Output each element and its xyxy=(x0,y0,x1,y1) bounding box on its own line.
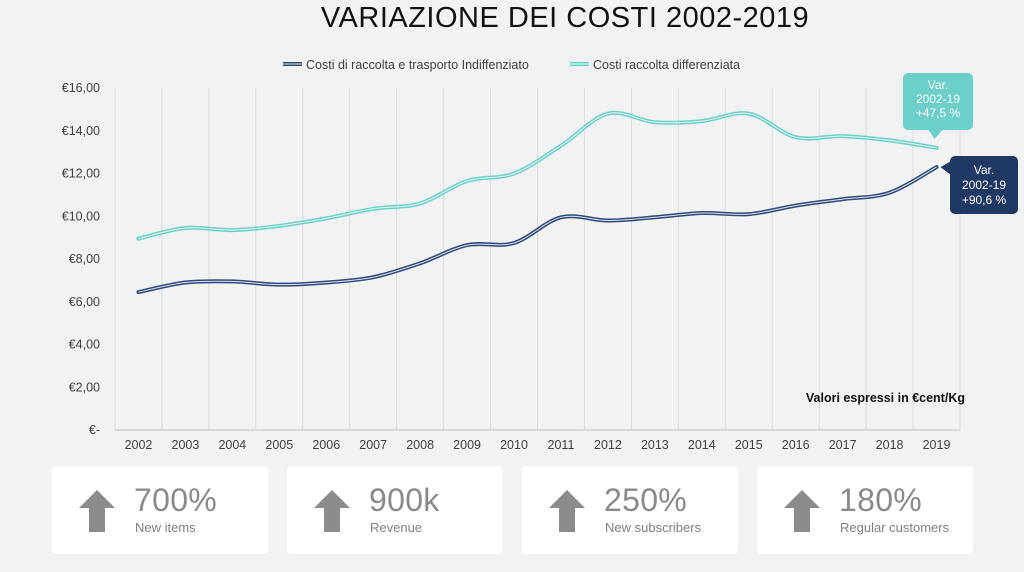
x-tick-label: 2016 xyxy=(782,438,810,452)
legend-label: Costi raccolta differenziata xyxy=(593,58,740,72)
arrow-up-icon xyxy=(784,490,820,532)
series-differenziata xyxy=(136,110,939,241)
units-note: Valori espressi in €cent/Kg xyxy=(806,391,965,405)
callout-text-line: 2002-19 xyxy=(962,178,1006,192)
x-tick-label: 2006 xyxy=(312,438,340,452)
stat-value: 900k xyxy=(369,482,440,518)
legend-item: Costi raccolta differenziata xyxy=(570,58,740,72)
callout-text-line: Var. xyxy=(974,163,994,177)
x-tick-label: 2008 xyxy=(406,438,434,452)
stat-value: 700% xyxy=(134,482,218,518)
callout-text-line: Var. xyxy=(928,78,948,92)
x-tick-label: 2007 xyxy=(359,438,387,452)
x-tick-label: 2003 xyxy=(172,438,200,452)
y-tick-label: €16,00 xyxy=(62,81,100,95)
y-tick-label: €6,00 xyxy=(69,295,100,309)
stat-card-regular-customers: 180% Regular customers xyxy=(757,466,973,554)
stat-label: New subscribers xyxy=(605,520,702,535)
x-tick-label: 2018 xyxy=(876,438,904,452)
callout-text-line: +47,5 % xyxy=(916,106,961,120)
series-line-highlight xyxy=(138,166,937,293)
series-line-highlight xyxy=(138,112,937,240)
stat-card-new-items: 700% New items xyxy=(52,466,268,554)
y-tick-label: €14,00 xyxy=(62,124,100,138)
x-tick-label: 2005 xyxy=(265,438,293,452)
callout-pointer xyxy=(940,161,951,176)
callout-pointer xyxy=(928,130,943,139)
callout-box xyxy=(903,73,973,130)
x-tick-label: 2013 xyxy=(641,438,669,452)
stat-label: Revenue xyxy=(370,520,423,535)
callout-text-line: 2002-19 xyxy=(916,92,960,106)
y-tick-label: €4,00 xyxy=(69,338,100,352)
stat-card-new-subscribers: 250% New subscribers xyxy=(522,466,738,554)
page-title: VARIAZIONE DEI COSTI 2002-2019 xyxy=(320,2,810,34)
callout-text-line: +90,6 % xyxy=(962,193,1007,207)
series-indifferenziato xyxy=(136,165,939,295)
legend-label: Costi di raccolta e trasporto Indiffenzi… xyxy=(306,58,529,72)
legend-item: Costi di raccolta e trasporto Indiffenzi… xyxy=(283,58,529,72)
x-tick-label: 2017 xyxy=(829,438,857,452)
x-tick-label: 2009 xyxy=(453,438,481,452)
x-tick-label: 2019 xyxy=(923,438,951,452)
x-tick-label: 2004 xyxy=(218,438,246,452)
y-tick-label: €- xyxy=(89,423,100,437)
x-tick-label: 2011 xyxy=(548,438,575,452)
x-tick-label: 2012 xyxy=(594,438,622,452)
y-tick-label: €2,00 xyxy=(69,380,100,394)
x-tick-label: 2010 xyxy=(500,438,528,452)
callout-differenziata: Var.2002-19+47,5 % xyxy=(903,73,973,139)
stat-label: Regular customers xyxy=(840,520,950,535)
x-tick-label: 2014 xyxy=(688,438,716,452)
stat-value: 180% xyxy=(839,482,923,518)
y-tick-label: €12,00 xyxy=(62,167,100,181)
stat-value: 250% xyxy=(604,482,688,518)
arrow-up-icon xyxy=(79,490,115,532)
x-tick-label: 2015 xyxy=(735,438,763,452)
y-tick-label: €10,00 xyxy=(62,209,100,223)
callout-box xyxy=(950,156,1018,214)
arrow-up-icon xyxy=(314,490,350,532)
line-chart: €- €2,00 €4,00 €6,00 €8,00 €10,00 €12,00 €14,00… xyxy=(62,58,1018,452)
stat-label: New items xyxy=(135,520,196,535)
y-tick-label: €8,00 xyxy=(69,252,100,266)
stat-card-revenue: 900k Revenue xyxy=(287,466,503,554)
callout-indifferenziato: Var.2002-19+90,6 % xyxy=(940,156,1018,214)
x-tick-label: 2002 xyxy=(125,438,153,452)
arrow-up-icon xyxy=(549,490,585,532)
